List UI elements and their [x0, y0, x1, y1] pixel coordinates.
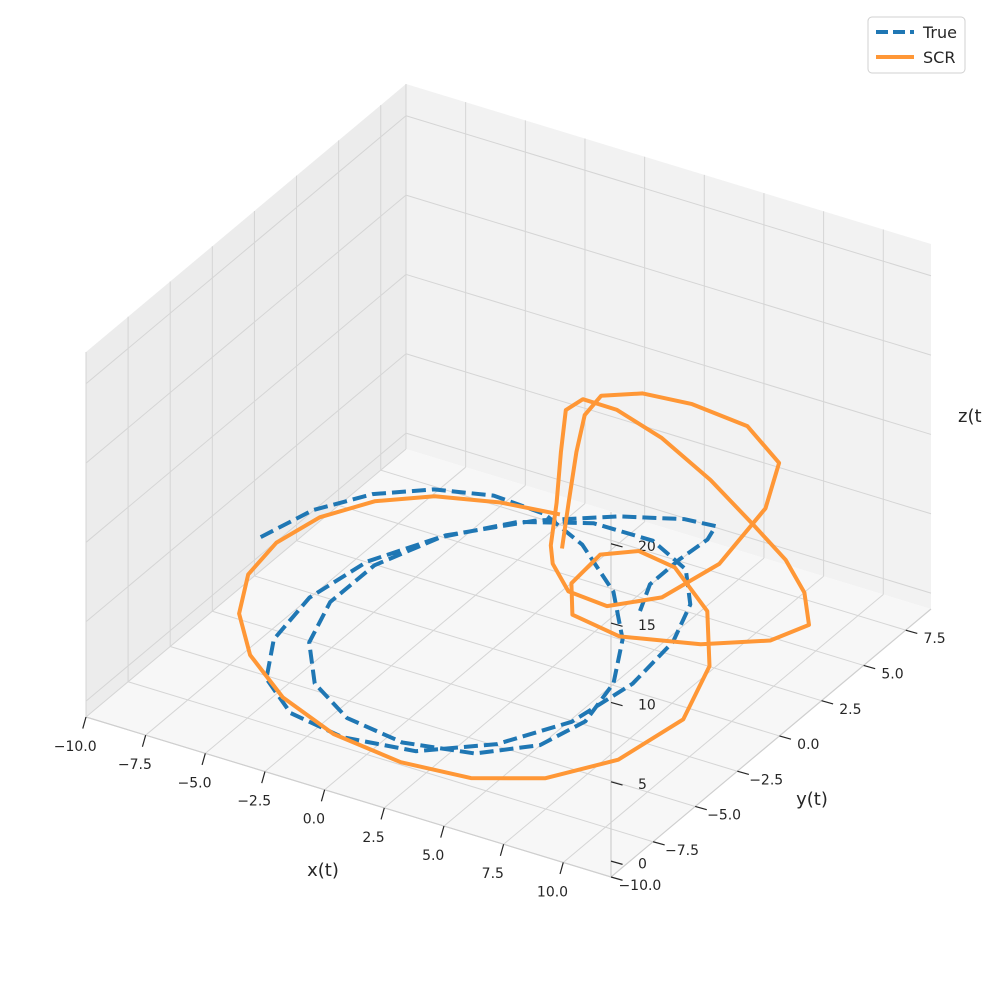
y-tick-mark — [652, 841, 665, 846]
x-axis-line — [85, 716, 612, 878]
x-tick-label: −2.5 — [237, 793, 271, 809]
y-axis-label: y(t) — [796, 789, 828, 810]
series-line-scr — [237, 391, 811, 781]
legend-label-scr: SCR — [923, 48, 955, 67]
x-tick-mark — [320, 789, 326, 802]
y-tick-label: 5.0 — [881, 667, 903, 683]
z-grid-back — [405, 194, 932, 356]
z-axis-label: z(t — [958, 406, 982, 427]
y-tick-mark — [737, 770, 750, 776]
y-tick-mark — [779, 735, 792, 740]
side-pane — [86, 84, 406, 717]
y-tick-mark — [695, 805, 707, 811]
y-tick-label: 2.5 — [839, 702, 861, 718]
y-tick-label: −7.5 — [665, 843, 699, 859]
x-grid-floor — [443, 557, 765, 827]
legend: True SCR — [867, 16, 966, 74]
z-grid-side — [85, 115, 407, 385]
x-tick-label: 10.0 — [537, 884, 568, 900]
y-tick-mark — [821, 700, 834, 705]
x-tick-mark — [141, 735, 147, 747]
z-grid-side — [85, 353, 407, 623]
axis-lines — [85, 512, 932, 878]
z-tick-mark — [610, 543, 623, 548]
y-grid-floor — [170, 645, 696, 807]
y-tick-label: −2.5 — [749, 772, 783, 788]
z-grid-side — [85, 432, 407, 702]
floor-pane — [86, 449, 931, 877]
x-tick-label: 7.5 — [482, 866, 504, 882]
y-grid-floor — [380, 469, 906, 631]
z-grid-back — [405, 273, 932, 435]
x-tick-label: 2.5 — [362, 830, 384, 846]
axis-ticks: −10.0 −7.5 −5.0 −2.5 0.0 2.5 5.0 7.5 10.0 −10.0 −7… — [54, 539, 946, 900]
z-tick-mark — [610, 860, 623, 865]
y-tick-mark — [863, 664, 876, 670]
z-tick-label: 15 — [638, 618, 656, 634]
y-grid-floor — [254, 575, 780, 737]
x-tick-label: 0.0 — [303, 812, 325, 828]
back-pane — [406, 84, 931, 609]
z-tick-mark — [610, 622, 623, 627]
y-tick-label: 0.0 — [797, 737, 819, 753]
z-grid-side — [85, 194, 407, 464]
z-tick-mark — [610, 701, 623, 707]
y-tick-label: −10.0 — [618, 878, 661, 894]
x-tick-mark — [499, 844, 505, 856]
x-tick-label: −5.0 — [178, 775, 212, 791]
z-tick-label: 10 — [638, 698, 656, 714]
z-grid-back — [405, 353, 932, 515]
y-grid-floor — [296, 540, 822, 702]
x-tick-mark — [440, 825, 445, 838]
y-grid-floor — [127, 681, 654, 843]
series-layer — [237, 391, 811, 781]
z-grid-back — [405, 115, 932, 277]
series-line-true — [259, 487, 718, 756]
x-grid-floor — [503, 575, 824, 845]
y-tick-mark — [905, 629, 918, 634]
x-tick-label: −10.0 — [54, 739, 97, 755]
x-tick-label: −7.5 — [118, 757, 152, 773]
x-tick-mark — [201, 753, 206, 766]
x-tick-mark — [380, 807, 385, 820]
x-grid-floor — [562, 594, 884, 863]
z-grid-back — [405, 432, 932, 594]
x-tick-mark — [559, 862, 564, 875]
x-tick-label: 5.0 — [422, 848, 444, 864]
y-tick-label: −5.0 — [707, 808, 741, 824]
y-grid-floor — [212, 610, 738, 772]
axes-panes — [86, 84, 931, 877]
z-tick-label: 5 — [638, 777, 647, 793]
y-axis-line — [610, 608, 932, 878]
legend-label-true: True — [922, 23, 957, 42]
z-tick-mark — [610, 781, 623, 786]
y-tick-mark — [610, 876, 623, 881]
x-axis-label: x(t) — [307, 860, 339, 881]
x-tick-mark — [82, 716, 87, 729]
z-grid-side — [85, 274, 407, 543]
x-tick-mark — [261, 771, 266, 784]
z-tick-label: 0 — [638, 856, 647, 872]
y-tick-label: 7.5 — [923, 631, 945, 647]
